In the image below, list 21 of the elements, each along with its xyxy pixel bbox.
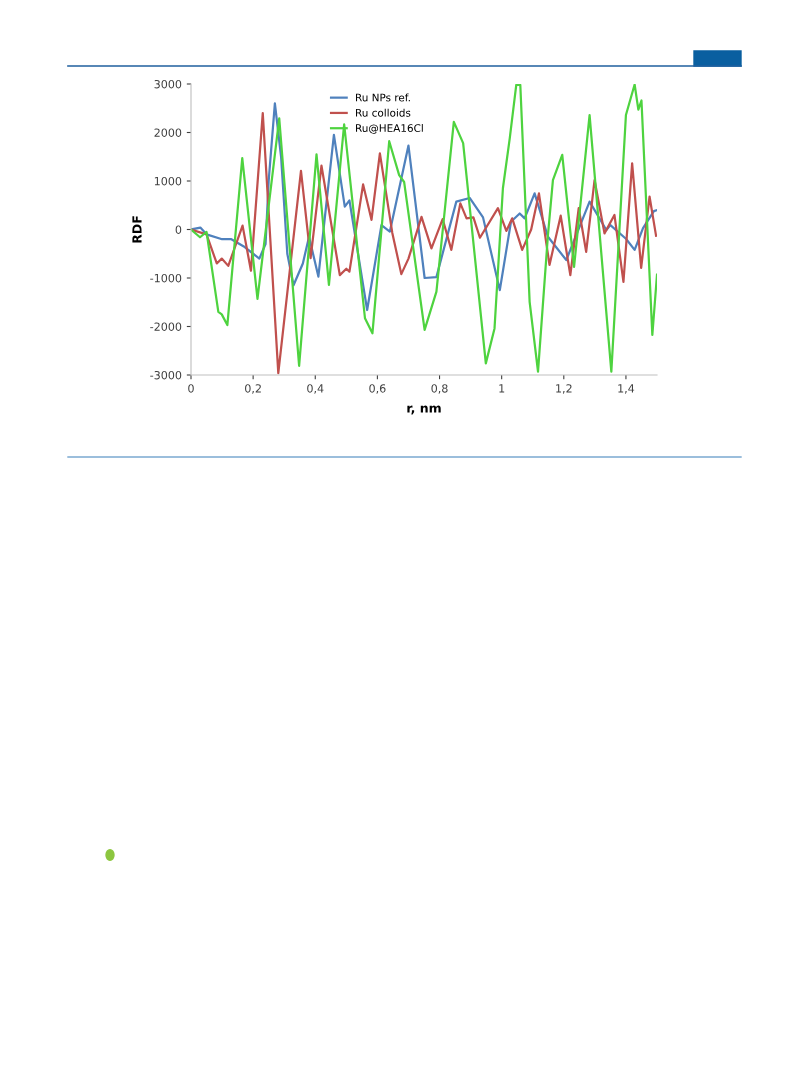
x-tick-label: 0,4 bbox=[307, 384, 324, 394]
y-tick-label: 0 bbox=[175, 225, 182, 234]
x-tick-label: 1,4 bbox=[618, 384, 635, 394]
x-tick-label: 0,6 bbox=[369, 384, 386, 394]
x-axis-title: r, nm bbox=[407, 405, 441, 415]
legend-label: Ru@HEA16Cl bbox=[356, 123, 423, 134]
legend-label: Ru NPs ref. bbox=[356, 93, 410, 102]
y-tick-label: -3000 bbox=[150, 370, 182, 380]
line-series bbox=[191, 102, 657, 312]
x-tick-label: 0 bbox=[188, 384, 194, 393]
y-tick-label: -2000 bbox=[150, 322, 182, 331]
y-tick-label: 1000 bbox=[154, 176, 182, 186]
x-tick-label: 0,8 bbox=[431, 384, 448, 394]
x-tick-label: 1 bbox=[499, 384, 505, 393]
y-axis-title: RDF bbox=[132, 216, 142, 243]
y-tick-label: 2000 bbox=[154, 128, 182, 137]
y-tick-label: 3000 bbox=[154, 79, 182, 89]
x-tick-label: 1,2 bbox=[556, 384, 572, 394]
legend-label: Ru colloids bbox=[356, 108, 411, 117]
y-tick-label: -1000 bbox=[150, 273, 182, 283]
x-tick-label: 0,2 bbox=[245, 384, 261, 394]
